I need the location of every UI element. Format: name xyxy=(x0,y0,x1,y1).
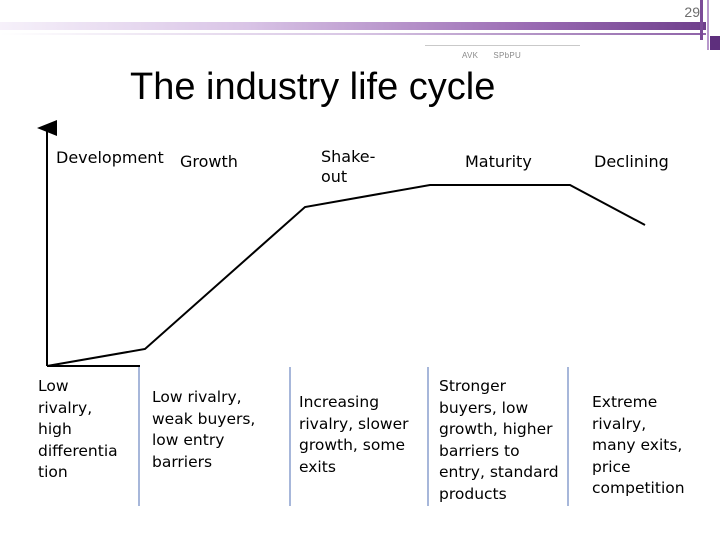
source-label: AVK SPbPU xyxy=(462,51,521,60)
header-thin-line xyxy=(0,33,706,35)
source-right: SPbPU xyxy=(493,51,522,60)
stage-description-shakeout: Increasing rivalry, slower growth, some … xyxy=(299,393,409,476)
header-vertical-bar-light xyxy=(707,0,709,50)
page-title: The industry life cycle xyxy=(130,66,496,108)
stage-description-growth: Low rivalry, weak buyers, low entry barr… xyxy=(152,388,256,471)
header-vertical-bar xyxy=(700,0,703,40)
header-corner-block xyxy=(710,36,720,50)
life-cycle-curve xyxy=(46,184,646,367)
page-number: 29 xyxy=(684,4,700,20)
source-left: AVK xyxy=(462,51,479,60)
header-band xyxy=(0,22,706,30)
stage-description-development: Low rivalry, high differentia tion xyxy=(38,377,118,481)
stage-label-maturity: Maturity xyxy=(465,152,532,171)
stage-label-shakeout: Shake- out xyxy=(321,147,376,186)
stage-description-maturity: Stronger buyers, low growth, higher barr… xyxy=(439,377,559,503)
stage-label-growth: Growth xyxy=(180,152,238,171)
stage-label-development: Development xyxy=(56,148,164,167)
stage-description-declining: Extreme rivalry, many exits, price compe… xyxy=(592,393,685,497)
stage-label-declining: Declining xyxy=(594,152,669,171)
source-underline xyxy=(425,45,580,46)
